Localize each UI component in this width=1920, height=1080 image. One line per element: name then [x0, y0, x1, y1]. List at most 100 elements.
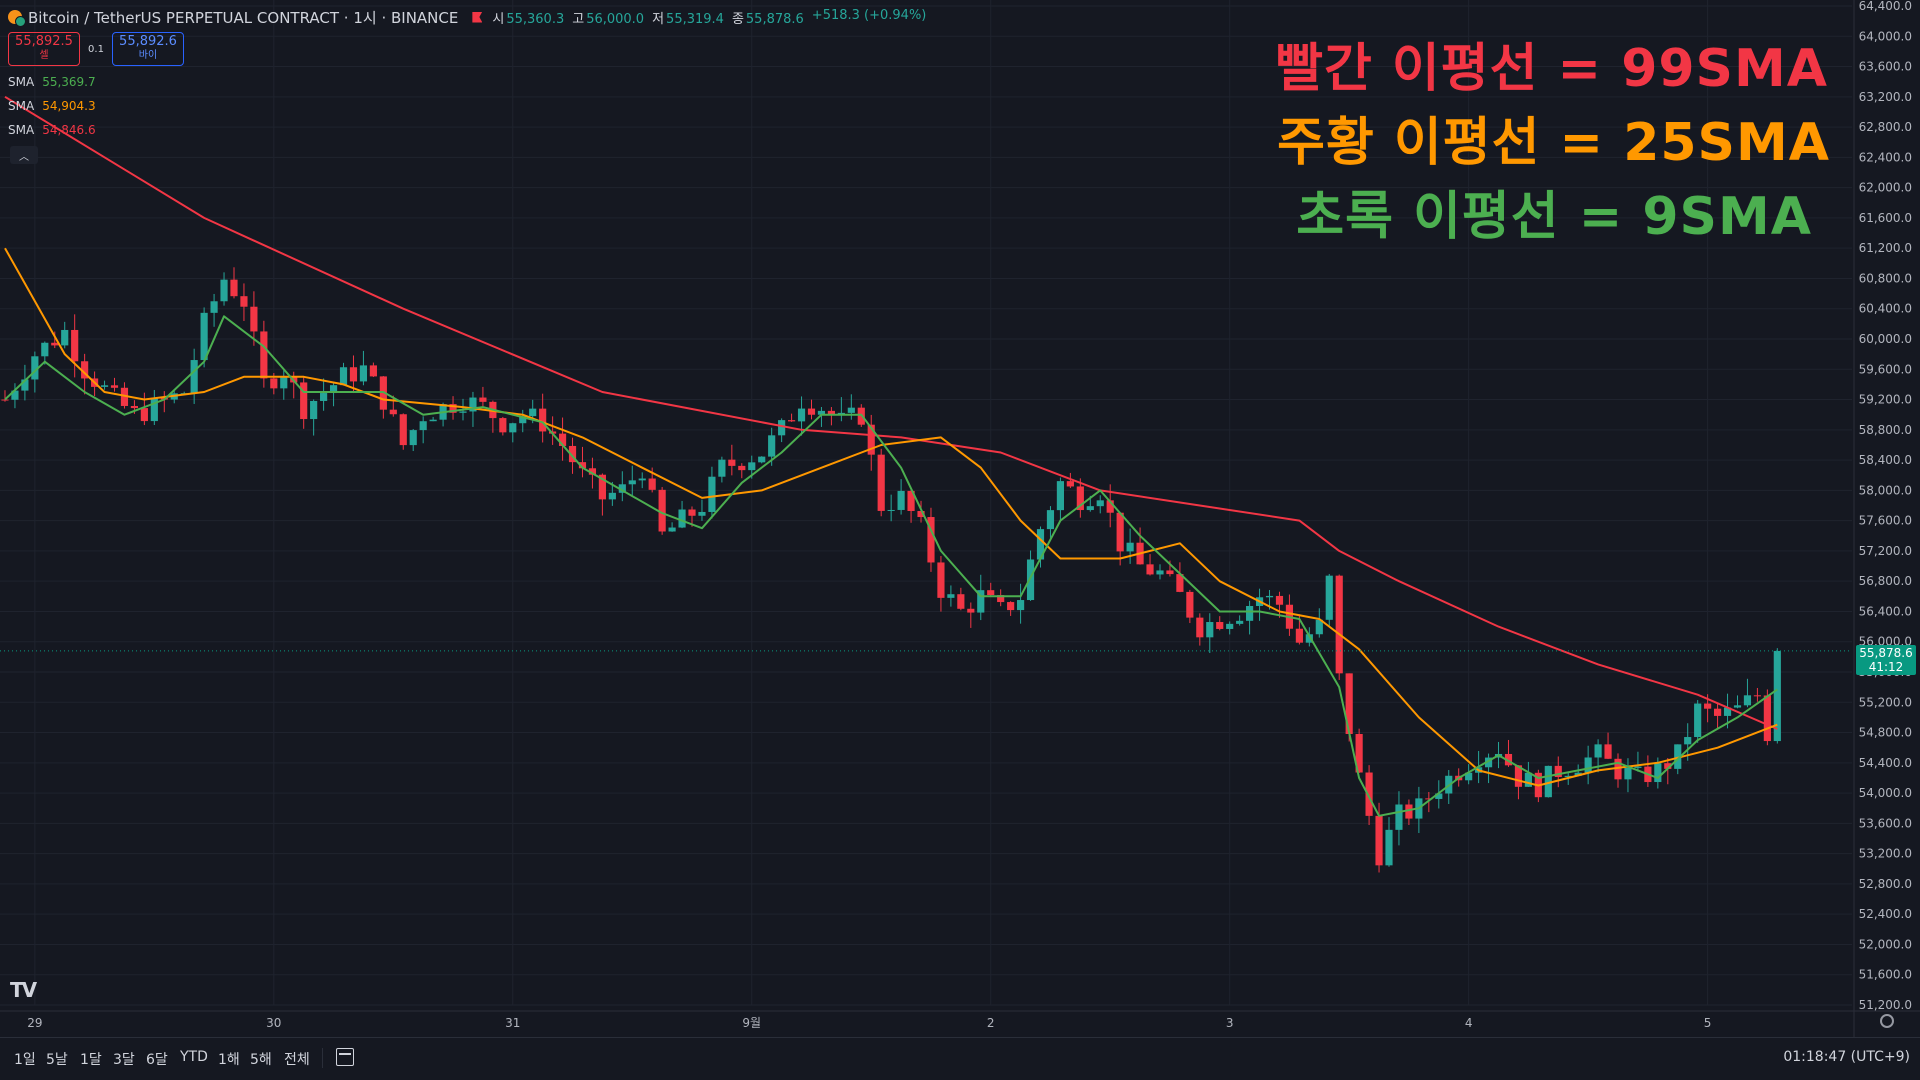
candle-body	[1594, 744, 1602, 758]
sma-legend-9[interactable]: SMA 55,369.7	[8, 75, 96, 89]
candle-body	[81, 361, 89, 379]
candle-body	[1265, 595, 1274, 598]
candle-body	[260, 331, 268, 379]
y-tick-label: 62,400.0	[1859, 150, 1912, 164]
tradingview-logo-icon[interactable]: TV	[10, 978, 37, 1002]
candle-body	[1375, 815, 1383, 866]
candle-body	[847, 407, 855, 413]
range-5d[interactable]: 5날	[46, 1052, 68, 1068]
symbol-header[interactable]: Bitcoin / TetherUS PERPETUAL CONTRACT · …	[8, 6, 926, 28]
buy-button[interactable]: 55,892.6 바이	[112, 32, 184, 66]
range-6m[interactable]: 6달	[146, 1052, 168, 1068]
y-tick-label: 59,600.0	[1859, 362, 1912, 376]
candle-body	[21, 379, 29, 391]
last-price-tag: 55,878.6 41:12	[1856, 645, 1916, 675]
candle-body	[1723, 707, 1732, 716]
candle-body	[1335, 575, 1343, 674]
candle-body	[41, 342, 49, 357]
candle-body	[1425, 798, 1433, 800]
collapse-chevron-icon[interactable]: ︿	[10, 146, 38, 164]
candle-body	[1634, 766, 1642, 768]
sma-layer	[4, 95, 1778, 817]
x-tick-label: 4	[1465, 1016, 1473, 1030]
range-3m[interactable]: 3달	[113, 1052, 135, 1068]
candle-body	[1315, 619, 1323, 635]
candle-body	[1694, 703, 1702, 738]
candle-body	[1096, 500, 1104, 507]
calendar-icon[interactable]	[336, 1048, 354, 1066]
settings-icon[interactable]	[1880, 1014, 1894, 1028]
candle-body	[529, 408, 537, 417]
candle-body	[1524, 772, 1532, 787]
candle-body	[937, 562, 945, 598]
candle-body	[61, 329, 69, 346]
flag-icon[interactable]	[472, 11, 483, 23]
candle-body	[1046, 510, 1055, 530]
candle-body	[429, 419, 437, 422]
candle-body	[867, 424, 875, 455]
candle-body	[718, 459, 726, 477]
y-tick-label: 53,600.0	[1859, 816, 1912, 830]
price-chart[interactable]: 64,400.0 64,000.0 63,600.0 63,200.0 62,800.0…	[0, 0, 1920, 1037]
ohlc-change: +518.3 (+0.94%)	[811, 7, 927, 23]
y-tick-label: 56,400.0	[1859, 604, 1912, 618]
sell-button[interactable]: 55,892.5 셀	[8, 32, 80, 66]
clock[interactable]: 01:18:47 (UTC+9)	[1783, 1049, 1910, 1065]
y-tick-label: 62,800.0	[1859, 120, 1912, 134]
range-1y[interactable]: 1해	[218, 1052, 240, 1068]
candle-body	[1763, 695, 1771, 742]
candle-body	[1435, 793, 1443, 799]
y-tick-label: 58,400.0	[1859, 453, 1912, 467]
candle-body	[1166, 570, 1174, 575]
candle-body	[479, 397, 487, 402]
candle-body	[509, 423, 517, 433]
coin-icon	[8, 10, 26, 27]
candle-body	[1116, 512, 1124, 552]
range-5y[interactable]: 5해	[250, 1052, 272, 1068]
candle-body	[558, 433, 567, 446]
range-ytd[interactable]: YTD	[180, 1049, 208, 1065]
candle-body	[827, 410, 835, 415]
candle-body	[1106, 500, 1114, 513]
candle-body	[778, 420, 786, 436]
range-all[interactable]: 전체	[284, 1052, 310, 1068]
candle-body	[947, 594, 955, 598]
candle-body	[807, 408, 816, 415]
range-1m[interactable]: 1달	[80, 1052, 102, 1068]
y-tick-label: 63,600.0	[1859, 60, 1912, 74]
candle-body	[1554, 765, 1562, 778]
candle-body	[1186, 591, 1194, 618]
candle-body	[389, 409, 397, 415]
sell-label: 셀	[39, 50, 49, 61]
sma-legend-99[interactable]: SMA 54,846.6	[8, 123, 96, 137]
trade-buttons: 55,892.5 셀 0.1 55,892.6 바이	[8, 32, 184, 66]
y-tick-label: 56,800.0	[1859, 574, 1912, 588]
candle-body	[698, 511, 706, 516]
range-1d[interactable]: 1일	[14, 1052, 36, 1068]
candle-body	[688, 509, 696, 516]
y-tick-label: 61,600.0	[1859, 211, 1912, 225]
candle-body	[1036, 529, 1045, 560]
candle-body	[708, 476, 716, 512]
candle-body	[758, 456, 766, 463]
candle-body	[1066, 481, 1074, 487]
candle-body	[787, 420, 796, 422]
symbol-title[interactable]: Bitcoin / TetherUS PERPETUAL CONTRACT · …	[28, 8, 459, 27]
y-tick-label: 54,400.0	[1859, 756, 1912, 770]
candle-body	[1295, 628, 1303, 643]
candle-body	[1216, 622, 1224, 629]
candle-body	[320, 393, 328, 401]
candle-body	[1514, 765, 1523, 787]
candle-body	[1564, 775, 1572, 778]
candle-body	[1604, 744, 1612, 759]
candle-body	[897, 490, 905, 510]
candle-body	[1126, 542, 1134, 552]
sma-legend-25[interactable]: SMA 54,904.3	[8, 99, 96, 113]
candle-body	[1674, 744, 1682, 769]
candle-body	[1465, 772, 1473, 781]
ohlc-high: 고 56,000.0	[572, 11, 645, 27]
sma-99-line	[4, 95, 1778, 730]
x-tick-label: 29	[27, 1016, 42, 1030]
candle-body	[997, 595, 1005, 603]
candle-body	[1395, 804, 1403, 830]
